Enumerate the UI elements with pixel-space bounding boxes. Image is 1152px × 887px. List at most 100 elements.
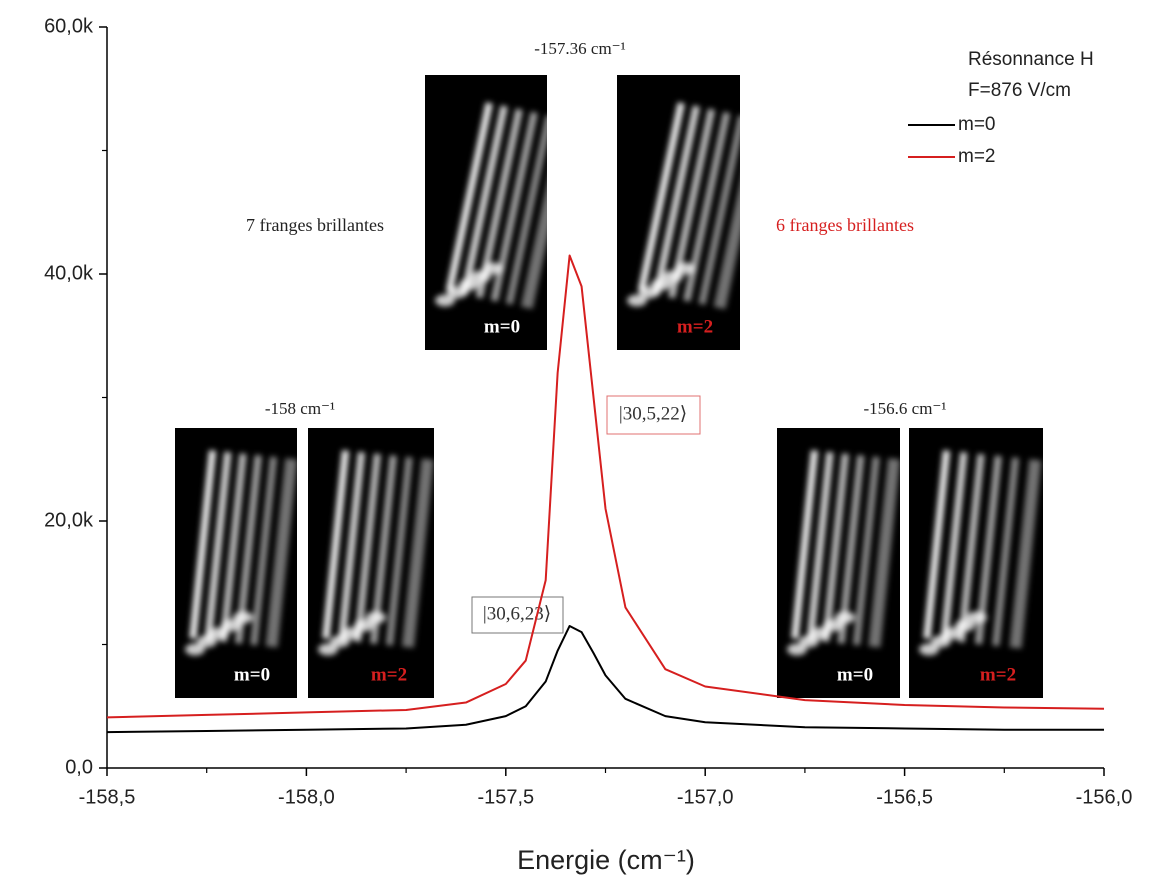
fringes (919, 450, 1042, 656)
inset-panel-label: m=2 (980, 664, 1016, 685)
lobe (447, 286, 467, 299)
fringe (385, 456, 413, 646)
fringe (401, 458, 434, 648)
fringe (520, 118, 547, 309)
lobe (799, 635, 819, 648)
lobe (931, 635, 951, 648)
x-tick-label: -158,5 (79, 786, 136, 808)
state-label: |30,5,22⟩ (619, 403, 687, 424)
lobe (675, 262, 695, 275)
fringe (219, 453, 247, 643)
lobe (967, 611, 987, 624)
x-axis-label: Energie (cm⁻¹) (517, 845, 695, 875)
fringes (435, 102, 547, 309)
lobe (342, 627, 362, 640)
data-line (106, 624, 1104, 734)
fringe (204, 451, 232, 641)
x-tick-label: -156,5 (876, 786, 933, 808)
lobe (943, 627, 963, 640)
lobe (787, 643, 807, 656)
fringe (460, 105, 508, 296)
annotation: 7 franges brillantes (246, 215, 384, 235)
fringe (837, 455, 865, 644)
lobe (919, 643, 939, 656)
fringe (806, 451, 834, 641)
legend-subtitle: F=876 V/cm (968, 80, 1071, 101)
fringes (185, 450, 297, 656)
state-box (606, 395, 701, 435)
fringe (923, 450, 951, 639)
lobe (835, 611, 855, 624)
legend-label: m=0 (958, 114, 996, 135)
lobe (354, 619, 374, 632)
x-tick-label: -157,0 (677, 786, 734, 808)
fringe (1009, 459, 1042, 649)
fringes (318, 450, 434, 656)
fringe (490, 111, 538, 302)
fringe (637, 102, 685, 292)
fringe (189, 450, 217, 639)
lobe (811, 627, 831, 640)
inset-image (308, 428, 434, 698)
inset-panel-label: m=0 (234, 664, 270, 685)
fringe (791, 450, 819, 639)
lobe (185, 643, 205, 656)
inset-image (175, 428, 297, 698)
inset-panel-label: m=2 (677, 316, 713, 337)
y-tick-label: 20,0k (44, 509, 94, 531)
x-tick-label: -157,5 (477, 786, 534, 808)
fringe (852, 456, 880, 646)
fringe (354, 453, 381, 643)
fringe (868, 458, 900, 648)
lobe (483, 262, 503, 275)
lobe (651, 278, 671, 291)
lobe (471, 270, 491, 283)
fringe (475, 108, 523, 299)
fringe (265, 458, 297, 648)
inset-image (617, 75, 740, 350)
lobe (197, 635, 217, 648)
fringe (445, 102, 493, 292)
inset-panel-label: m=0 (484, 316, 520, 337)
legend-title: Résonnance H (968, 49, 1094, 70)
legend-label: m=2 (958, 146, 996, 167)
lobe (823, 619, 843, 632)
x-tick-label: -158,0 (278, 786, 335, 808)
lobe (639, 286, 659, 299)
inset-panel-label: m=0 (837, 664, 873, 685)
fringe (668, 108, 716, 299)
fringe (338, 451, 365, 641)
fringe (957, 453, 985, 643)
annotation: 6 franges brillantes (776, 215, 914, 235)
inset-image (909, 428, 1043, 698)
lobe (366, 611, 386, 624)
lobe (330, 635, 350, 648)
fringe (683, 111, 731, 302)
fringe (322, 450, 350, 639)
fringe (992, 457, 1020, 647)
x-tick-label: -156,0 (1076, 786, 1133, 808)
lobe (663, 270, 683, 283)
inset-energy-label: -158 cm⁻¹ (265, 399, 335, 418)
lobe (233, 611, 253, 624)
fringe (652, 105, 700, 296)
y-tick-label: 40,0k (44, 262, 94, 284)
fringes (627, 102, 740, 310)
inset-energy-label: -157.36 cm⁻¹ (534, 39, 626, 58)
fringe (698, 115, 740, 305)
lobe (627, 294, 647, 307)
fringe (975, 455, 1002, 645)
fringe (822, 453, 849, 643)
lobe (209, 627, 229, 640)
lobe (955, 619, 975, 632)
fringe (235, 455, 262, 644)
state-box (471, 596, 564, 634)
fringe (250, 456, 278, 646)
fringe (505, 114, 547, 305)
lobe (318, 643, 338, 656)
y-tick-label: 0,0 (65, 756, 93, 778)
lobe (221, 619, 241, 632)
fringe (713, 118, 740, 310)
lobe (435, 294, 455, 307)
